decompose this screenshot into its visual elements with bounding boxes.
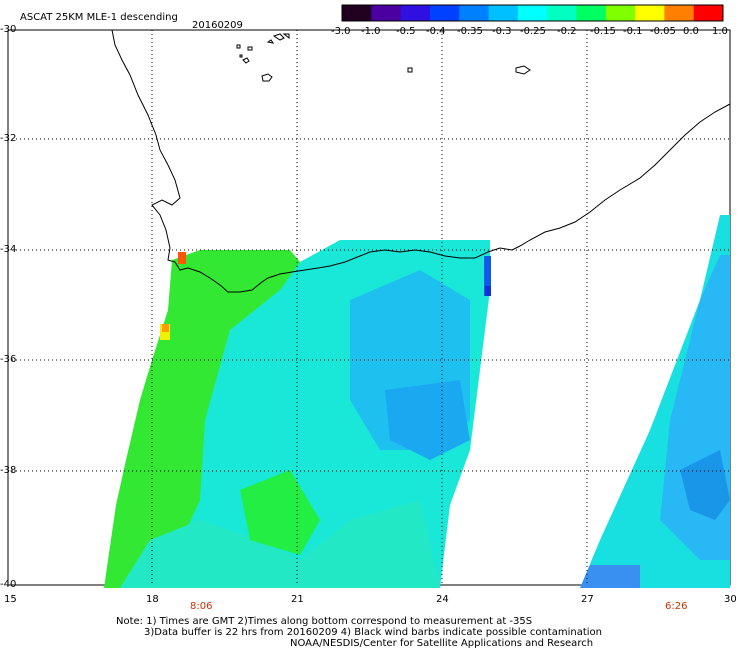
colorbar-label: -0.35 bbox=[457, 26, 483, 37]
colorbar-label: -1.0 bbox=[361, 26, 381, 37]
colorbar-label: -0.5 bbox=[396, 26, 416, 37]
swath-west-cyan-2 bbox=[120, 500, 440, 588]
lat-label: -36 bbox=[0, 354, 17, 365]
colorbar-segment bbox=[342, 5, 372, 21]
lat-label: -32 bbox=[0, 133, 17, 144]
note-line-2: 3)Data buffer is 22 hrs from 20160209 4)… bbox=[144, 627, 602, 638]
colorbar-label: -0.2 bbox=[557, 26, 577, 37]
swath-west bbox=[104, 240, 491, 588]
lon-label: 30 bbox=[724, 594, 737, 605]
colorbar-label: -0.25 bbox=[520, 26, 546, 37]
swath-east bbox=[580, 215, 730, 588]
colorbar-label: 1.0 bbox=[712, 26, 728, 37]
colorbar-segment bbox=[547, 5, 577, 21]
note-line-1: Note: 1) Times are GMT 2)Times along bot… bbox=[116, 616, 533, 627]
colorbar-segment bbox=[400, 5, 431, 21]
colorbar-segment bbox=[459, 5, 490, 21]
colorbar-segment bbox=[371, 5, 402, 21]
time-mark-east: 6:26 bbox=[665, 601, 688, 612]
colorbar-segment bbox=[605, 5, 636, 21]
colorbar-segment bbox=[664, 5, 695, 21]
note-line-3: NOAA/NESDIS/Center for Satellite Applica… bbox=[290, 638, 594, 649]
lat-label: -34 bbox=[0, 244, 17, 255]
colorbar-label: -0.3 bbox=[492, 26, 512, 37]
lat-label: -38 bbox=[0, 465, 17, 476]
colorbar-label: -0.05 bbox=[650, 26, 676, 37]
map-date: 20160209 bbox=[192, 20, 243, 31]
colorbar-label: -3.0 bbox=[331, 26, 351, 37]
colorbar-segment bbox=[429, 5, 460, 21]
islands bbox=[236, 33, 531, 82]
colorbar-segment bbox=[488, 5, 519, 21]
lon-label: 24 bbox=[436, 594, 449, 605]
colorbar-border bbox=[341, 4, 724, 22]
colorbar-label: -0.4 bbox=[426, 26, 446, 37]
swath-west-blue-2 bbox=[385, 380, 470, 460]
grid bbox=[8, 30, 730, 585]
swath-west-red bbox=[178, 252, 186, 264]
swath-west-darkblue-2 bbox=[485, 286, 491, 296]
lon-label: 21 bbox=[291, 594, 304, 605]
swath-east-bottom bbox=[580, 565, 640, 588]
lon-label: 27 bbox=[581, 594, 594, 605]
colorbar-segment bbox=[693, 5, 724, 21]
swath-west-orange bbox=[162, 324, 169, 332]
lon-label: 15 bbox=[4, 594, 17, 605]
colorbar-label: 0.0 bbox=[683, 26, 699, 37]
lat-label: -30 bbox=[0, 24, 17, 35]
lat-label: -40 bbox=[0, 579, 17, 590]
colorbar-label: -0.1 bbox=[623, 26, 643, 37]
swath-east-blue-2 bbox=[680, 450, 730, 520]
colorbar-label: -0.15 bbox=[590, 26, 616, 37]
coastline bbox=[111, 29, 731, 293]
time-mark-west: 8:06 bbox=[190, 601, 213, 612]
swath-west-darkblue bbox=[484, 256, 491, 296]
colorbar-segment bbox=[576, 5, 607, 21]
colorbar-segment bbox=[517, 5, 548, 21]
swath-west-green-2 bbox=[240, 470, 320, 555]
colorbar-segment bbox=[635, 5, 665, 21]
map-title: ASCAT 25KM MLE-1 descending bbox=[20, 12, 178, 23]
lon-label: 18 bbox=[146, 594, 159, 605]
colorbar bbox=[341, 4, 724, 22]
